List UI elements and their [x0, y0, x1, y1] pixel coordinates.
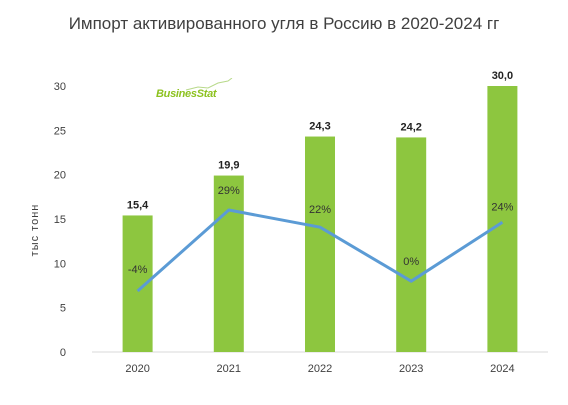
growth-line-layer [136, 208, 504, 293]
bar-layer [122, 86, 518, 352]
growth-label: 0% [403, 256, 419, 268]
growth-label: -4% [128, 264, 148, 276]
y-tick-label: 0 [60, 347, 66, 359]
x-tick-label: 2021 [217, 363, 241, 375]
bar-value-label: 15,4 [127, 199, 149, 211]
growth-label: 22% [309, 204, 331, 216]
growth-line-icon [185, 78, 233, 91]
bar-value-label: 24,2 [400, 121, 421, 133]
logo-text: BusinesStat [156, 88, 217, 100]
y-tick-label: 5 [60, 303, 66, 315]
growth-label: 24% [491, 201, 513, 213]
bar-value-label: 24,3 [309, 121, 330, 133]
bar-value-label: 19,9 [218, 160, 239, 172]
businesstat-logo: BusinesStat [156, 78, 236, 106]
y-tick-label: 25 [54, 125, 66, 137]
y-tick-label: 30 [54, 81, 66, 93]
y-tick-label: 20 [54, 170, 66, 182]
y-axis-label: тыс тонн [29, 204, 41, 257]
chart-title: Импорт активированного угля в Россию в 2… [68, 14, 500, 33]
bar-value-label: 30,0 [492, 70, 513, 82]
label-layer: 15,4 19,9 24,3 24,2 30,0 -4% 29% 22% 0% 24% [127, 70, 514, 276]
y-tick-label: 15 [54, 214, 66, 226]
growth-line [136, 208, 504, 293]
bar [487, 86, 518, 352]
bar [396, 137, 427, 352]
x-tick-label: 2022 [308, 363, 332, 375]
x-tick-label: 2024 [490, 363, 514, 375]
x-tick-label: 2020 [125, 363, 149, 375]
growth-label: 29% [218, 185, 240, 197]
y-tick-label: 10 [54, 258, 66, 270]
bar [305, 136, 335, 352]
bar [122, 215, 153, 352]
bar [213, 175, 244, 352]
x-tick-label: 2023 [399, 363, 423, 375]
